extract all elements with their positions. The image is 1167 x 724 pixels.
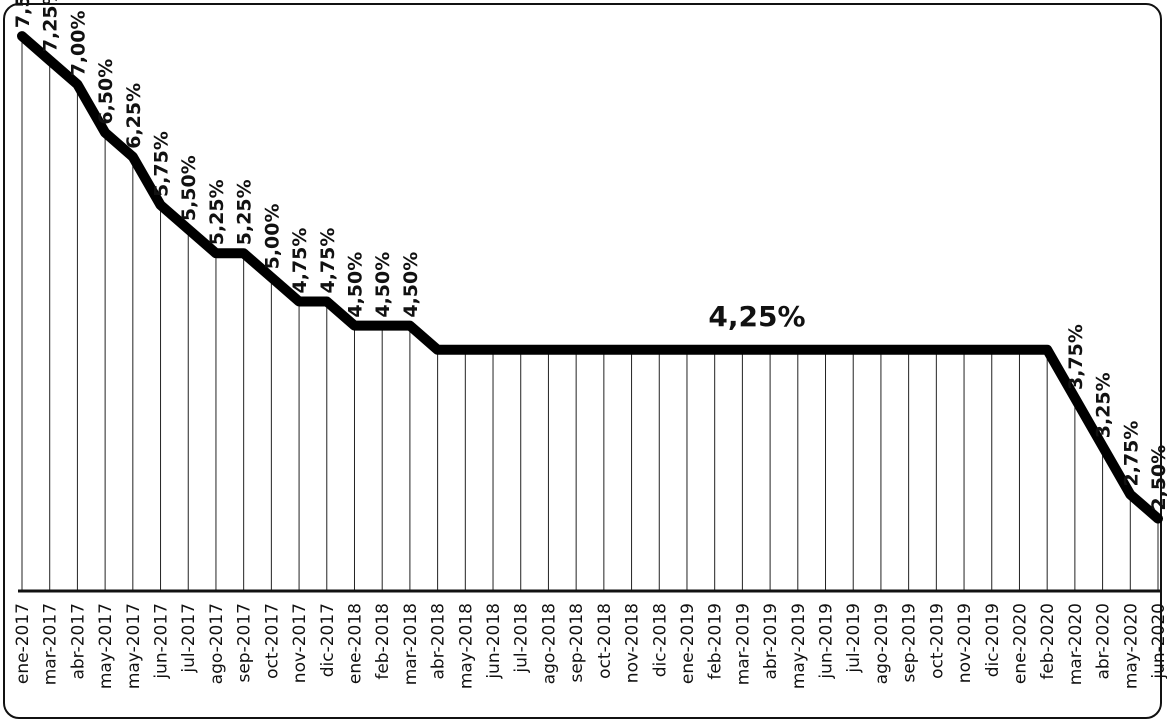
- x-tick-label: mar-2019: [733, 603, 753, 685]
- rate-series-line: [17, 31, 1163, 524]
- x-tick-label: oct-2017: [262, 603, 282, 679]
- x-tick-label: nov-2018: [623, 603, 643, 683]
- x-tick-label: feb-2018: [373, 603, 393, 680]
- x-tick-label: sep-2018: [567, 603, 587, 683]
- x-tick-label: jun-2019: [817, 603, 837, 680]
- data-label: 7,00%: [67, 10, 89, 76]
- data-label: 7,25%: [40, 0, 62, 52]
- x-tick-label: nov-2017: [290, 603, 310, 683]
- x-tick-label: ene-2017: [13, 603, 33, 684]
- data-label: 5,75%: [151, 131, 173, 197]
- data-label: 5,25%: [206, 179, 228, 245]
- data-label: 6,25%: [123, 83, 145, 149]
- x-tick-label: dic-2019: [983, 603, 1003, 677]
- x-tick-label: jun-2017: [152, 603, 172, 680]
- data-label: 2,75%: [1120, 421, 1142, 487]
- x-tick-label: nov-2019: [955, 603, 975, 683]
- data-label: 4,50%: [400, 252, 422, 318]
- x-tick-label: may-2018: [456, 603, 476, 689]
- x-tick-label: ene-2018: [345, 603, 365, 684]
- chart-frame: [3, 3, 1162, 719]
- x-tick-label: jun-2018: [484, 603, 504, 680]
- data-label: 7,50%: [12, 0, 34, 28]
- x-tick-label: oct-2018: [595, 603, 615, 679]
- flat-value-label: 4,25%: [708, 300, 805, 333]
- data-label: 6,50%: [95, 59, 117, 125]
- x-tick-label: jun-2020: [1149, 603, 1167, 680]
- x-tick-label: jul-2017: [179, 603, 199, 674]
- drop-lines: [21, 36, 1159, 591]
- data-label: 4,75%: [317, 228, 339, 294]
- x-tick-label: ago-2017: [207, 603, 227, 684]
- x-tick-label: abr-2018: [429, 603, 449, 680]
- x-tick-label: ene-2019: [678, 603, 698, 684]
- data-label: 3,75%: [1065, 324, 1087, 390]
- x-tick-label: sep-2019: [900, 603, 920, 683]
- data-label: 5,50%: [178, 155, 200, 221]
- x-tick-label: ago-2018: [539, 603, 559, 684]
- x-tick-label: mar-2020: [1066, 603, 1086, 685]
- data-label: 5,00%: [261, 203, 283, 269]
- data-label: 4,50%: [344, 252, 366, 318]
- x-tick-label: dic-2018: [650, 603, 670, 677]
- x-tick-label: mar-2017: [41, 603, 61, 685]
- x-tick-label: jul-2019: [844, 603, 864, 674]
- x-tick-label: feb-2020: [1038, 603, 1058, 680]
- data-label: 3,25%: [1093, 372, 1115, 438]
- x-tick-label: sep-2017: [235, 603, 255, 683]
- x-tick-labels: ene-2017 mar-2017 abr-2017 may-2017 may-2017…: [13, 603, 1167, 689]
- x-tick-label: abr-2017: [68, 603, 88, 680]
- x-tick-label: oct-2019: [927, 603, 947, 679]
- x-tick-label: may-2020: [1121, 603, 1141, 689]
- x-tick-label: feb-2019: [706, 603, 726, 680]
- x-tick-label: ago-2019: [872, 603, 892, 684]
- x-tick-label: mar-2018: [401, 603, 421, 685]
- data-label: 4,50%: [372, 252, 394, 318]
- x-tick-label: jul-2018: [512, 603, 532, 674]
- x-tick-label: may-2017: [124, 603, 144, 689]
- data-labels: 7,50% 7,25%7,00% 6,50% 6,25% 5,75%5,50% 5,25%…: [12, 0, 1167, 511]
- x-tick-label: dic-2017: [318, 603, 338, 677]
- x-tick-label: ene-2020: [1010, 603, 1030, 684]
- x-tick-label: may-2019: [789, 603, 809, 689]
- x-tick-label: may-2017: [96, 603, 116, 689]
- x-tick-label: abr-2019: [761, 603, 781, 680]
- data-label: 2,50%: [1148, 445, 1167, 511]
- data-label: 4,75%: [289, 228, 311, 294]
- x-tick-label: abr-2020: [1094, 603, 1114, 680]
- data-label: 5,25%: [234, 179, 256, 245]
